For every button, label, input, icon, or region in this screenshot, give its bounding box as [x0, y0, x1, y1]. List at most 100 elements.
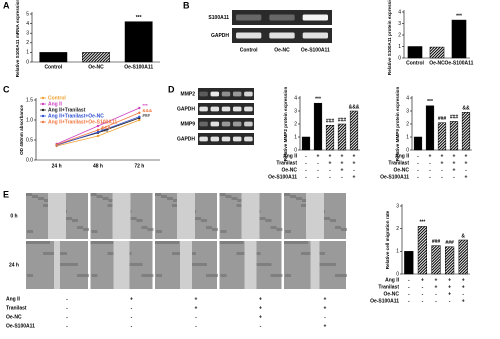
legend-label: Ang II [48, 101, 62, 107]
y-axis-label: Relative S100A11 protein expression [387, 0, 392, 75]
condition-sign: + [465, 174, 468, 180]
blot-band [302, 14, 328, 21]
condition-label: Oe-NC [383, 291, 399, 297]
row-label: 24 h [9, 262, 19, 268]
condition-sign: + [259, 305, 262, 311]
condition-label: Ang II [6, 296, 20, 302]
blot-band [236, 14, 262, 21]
cell-texture [136, 263, 143, 266]
cell-texture [201, 219, 207, 222]
blot-band [221, 121, 231, 127]
condition-sign: - [417, 153, 419, 159]
cell-texture [141, 274, 148, 277]
condition-sign: + [462, 298, 465, 304]
significance: *** [101, 121, 107, 126]
significance: ### [142, 113, 150, 118]
condition-sign: + [353, 153, 356, 159]
condition-sign: - [449, 298, 451, 304]
condition-sign: - [305, 167, 307, 173]
cell-texture [155, 241, 161, 244]
x-tick-label: 72 h [134, 163, 144, 169]
cell-texture [43, 252, 49, 255]
y-tick-label: 0.0 [26, 157, 33, 163]
condition-sign: + [441, 160, 444, 166]
condition-sign: + [462, 277, 465, 283]
blot-band [232, 106, 242, 112]
significance: ### [438, 116, 447, 122]
cell-texture [173, 241, 179, 244]
condition-sign: - [317, 160, 319, 166]
cell-texture [270, 274, 277, 277]
bar [449, 121, 459, 151]
condition-label: Oe-S100A11 [380, 174, 409, 180]
cell-texture [206, 226, 212, 229]
condition-sign: - [131, 314, 133, 320]
x-tick-label: 24 h [52, 163, 62, 169]
blot-column-label: Control [240, 47, 258, 53]
blot-column-label: Oe-NC [274, 47, 290, 53]
y-tick-label: 2 [396, 226, 399, 232]
significance: *** [315, 97, 321, 103]
condition-sign: - [195, 314, 197, 320]
legend-label: Ang II+Tranilast+Oe-S100A11 [48, 119, 117, 125]
condition-sign: + [448, 284, 451, 290]
blot-band [221, 91, 231, 97]
y-tick-label: 2 [398, 32, 401, 38]
blot-band [244, 91, 253, 97]
cell-texture [341, 228, 347, 231]
significance: ### [326, 119, 335, 125]
cell-texture [91, 274, 98, 277]
condition-sign: - [408, 284, 410, 290]
condition-sign: + [341, 153, 344, 159]
panel-label: B [183, 0, 190, 10]
blot-band [199, 136, 208, 142]
cell-texture [319, 252, 325, 255]
cell-texture [259, 263, 266, 266]
cell-texture [284, 241, 290, 244]
condition-sign: - [408, 277, 410, 283]
condition-sign: + [429, 153, 432, 159]
condition-sign: - [417, 167, 419, 173]
cell-texture [156, 230, 162, 233]
condition-sign: - [131, 305, 133, 311]
condition-sign: - [317, 174, 319, 180]
wound-gap [54, 241, 60, 289]
cell-texture [236, 252, 243, 255]
condition-sign: + [324, 296, 327, 302]
wound-gap [306, 193, 324, 239]
x-tick-label: Oe-S100A11 [445, 60, 474, 66]
point [138, 115, 141, 119]
condition-sign: - [305, 174, 307, 180]
significance: &&& [349, 104, 360, 110]
legend-marker [41, 102, 45, 106]
cell-texture [237, 241, 244, 244]
blot-band [232, 121, 242, 127]
bar [39, 52, 68, 63]
cell-texture [206, 274, 212, 277]
condition-sign: - [417, 174, 419, 180]
y-tick-label: 3 [294, 108, 297, 114]
blot-band [244, 121, 253, 127]
cell-texture [220, 274, 227, 277]
condition-sign: - [353, 167, 355, 173]
cell-texture [90, 241, 97, 244]
cell-texture [32, 241, 38, 244]
cell-texture [265, 219, 272, 222]
y-tick-label: 1 [406, 134, 409, 140]
condition-label: Ang II [395, 153, 409, 159]
y-tick-label: 1 [396, 249, 399, 255]
cell-texture [173, 199, 179, 202]
x-tick-label: 48 h [93, 163, 103, 169]
cell-texture [296, 241, 302, 244]
y-tick-label: 2 [294, 121, 297, 127]
legend-marker [41, 96, 45, 100]
point [96, 124, 100, 128]
bar [124, 21, 153, 63]
cell-texture [231, 241, 238, 244]
bar [431, 245, 441, 275]
legend-marker [41, 120, 45, 124]
bar [407, 46, 423, 59]
condition-sign: - [66, 305, 68, 311]
cell-texture [26, 193, 32, 196]
